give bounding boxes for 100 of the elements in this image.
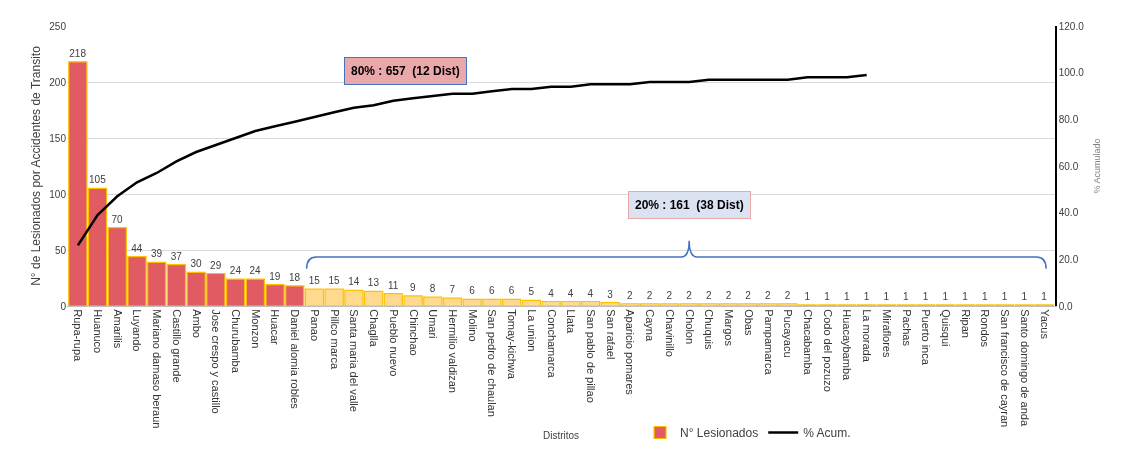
annotation: 80% : 657 (12 Dist) xyxy=(351,64,460,78)
x-tick-label: Santo domingo de anda xyxy=(1018,309,1031,427)
x-tick-label: Huanuco xyxy=(92,309,104,354)
x-tick-label: Codo del pozuzo xyxy=(821,309,834,392)
x-tick-label: Ambo xyxy=(190,309,203,338)
data-label: 8 xyxy=(429,283,436,295)
legend-label: N° Lesionados xyxy=(680,426,759,441)
data-label: 2 xyxy=(666,289,673,301)
data-label: 4 xyxy=(587,287,594,299)
data-label: 19 xyxy=(269,270,281,282)
data-label: 1 xyxy=(883,290,890,302)
y-tick-label: 150 xyxy=(49,132,67,144)
data-label: 1 xyxy=(962,290,969,302)
x-tick-label: Pueblo nuevo xyxy=(387,309,400,377)
x-tick-label: Umari xyxy=(427,309,440,339)
data-label: 2 xyxy=(745,289,752,301)
x-tick-label: Castillo grande xyxy=(170,309,183,383)
y2-tick-label: 0.0 xyxy=(1058,300,1074,312)
data-label: 30 xyxy=(190,258,202,270)
x-tick-label: San pablo de pillao xyxy=(585,309,598,403)
data-label: 1 xyxy=(903,290,910,302)
x-tick-label: Quisqui xyxy=(939,309,952,347)
data-label: 37 xyxy=(170,250,183,262)
x-tick-label: Miraflores xyxy=(880,309,893,358)
data-label: 1 xyxy=(804,290,811,302)
x-tick-label: Chinchao xyxy=(407,309,420,356)
data-label: 24 xyxy=(249,265,262,277)
x-tick-label: San francisco de cayran xyxy=(999,309,1012,428)
data-label: 13 xyxy=(367,277,380,289)
annotation: 20% : 161 (38 Dist) xyxy=(635,198,744,212)
x-tick-label: Pampamarca xyxy=(762,309,775,376)
x-tick-label: Aparicio pomares xyxy=(624,309,637,396)
x-tick-label: Pillco marca xyxy=(328,309,341,370)
x-tick-label: Daniel alomia robles xyxy=(289,309,302,410)
x-tick-label: Yacus xyxy=(1038,309,1051,340)
x-tick-label: San rafael xyxy=(604,309,617,360)
y2-tick-label: 20.0 xyxy=(1058,253,1079,265)
y-tick-label: 200 xyxy=(49,76,67,88)
data-label: 6 xyxy=(488,285,495,297)
x-tick-label: Pachas xyxy=(900,309,913,347)
data-label: 4 xyxy=(567,287,574,299)
y-tick-label: 50 xyxy=(54,244,67,256)
data-label: 1 xyxy=(1021,290,1028,302)
y-tick-label: 250 xyxy=(49,20,67,32)
data-label: 44 xyxy=(131,242,143,254)
data-label: 2 xyxy=(705,289,712,301)
x-tick-label: Amarilis xyxy=(111,309,124,349)
x-tick-label: Hermilio valdizan xyxy=(446,309,459,393)
x-tick-label: Panao xyxy=(308,309,321,342)
x-tick-label: Rupa-rupa xyxy=(72,309,85,363)
data-label: 7 xyxy=(449,284,456,296)
x-tick-label: La union xyxy=(525,309,538,352)
data-label: 105 xyxy=(89,174,107,186)
data-label: 2 xyxy=(725,289,732,301)
data-label: 24 xyxy=(229,265,242,277)
x-tick-label: Chavinillo xyxy=(663,309,676,357)
data-label: 2 xyxy=(646,289,653,301)
data-label: 29 xyxy=(210,259,222,271)
x-tick-label: Luyando xyxy=(131,309,144,352)
data-label: 6 xyxy=(469,285,476,297)
x-tick-label: Huacaybamba xyxy=(841,309,854,382)
legend-label: % Acum. xyxy=(803,426,851,441)
x-tick-label: Obas xyxy=(742,309,755,336)
x-tick-label: Chaglla xyxy=(368,309,381,348)
y2-axis-title: % Acumulado xyxy=(1091,138,1102,194)
x-tick-label: Rondos xyxy=(979,309,992,348)
x-tick-label: Cholon xyxy=(683,309,696,345)
data-label: 9 xyxy=(410,281,417,293)
data-label: 14 xyxy=(348,276,360,288)
data-label: 2 xyxy=(784,289,791,301)
x-tick-label: Tomay-kichwa xyxy=(506,309,519,380)
data-label: 1 xyxy=(843,290,850,302)
x-tick-label: Mariano damaso beraun xyxy=(151,309,164,429)
x-tick-label: Huacar xyxy=(269,309,282,345)
x-tick-label: Ripan xyxy=(959,309,972,338)
data-label: 11 xyxy=(387,279,399,291)
y2-tick-label: 100.0 xyxy=(1058,67,1085,79)
y2-tick-label: 80.0 xyxy=(1058,113,1079,125)
data-label: 1 xyxy=(981,290,988,302)
data-label: 2 xyxy=(627,289,634,301)
y-tick-label: 0 xyxy=(60,300,67,312)
data-label: 18 xyxy=(288,271,301,283)
x-axis-title: Distritos xyxy=(542,429,580,441)
y2-tick-label: 120.0 xyxy=(1058,20,1085,32)
y-tick-label: 100 xyxy=(49,188,67,200)
x-tick-label: Conchamarca xyxy=(545,309,558,379)
data-label: 6 xyxy=(508,285,515,297)
x-tick-label: Puerto inca xyxy=(920,309,933,366)
x-tick-label: Chacabamba xyxy=(801,309,814,376)
data-label: 1 xyxy=(1001,290,1008,302)
x-tick-label: Monzon xyxy=(249,309,262,349)
x-tick-label: Santa maria del valle xyxy=(348,309,361,412)
data-label: 1 xyxy=(942,290,949,302)
data-label: 2 xyxy=(765,289,772,301)
y2-tick-label: 60.0 xyxy=(1058,160,1079,172)
x-tick-label: Cayna xyxy=(644,309,657,342)
data-label: 15 xyxy=(308,275,321,287)
y-axis-title: N° de Lesionados por Accidentes de Transito xyxy=(28,45,43,286)
data-label: 3 xyxy=(607,288,614,300)
data-label: 15 xyxy=(328,275,340,287)
